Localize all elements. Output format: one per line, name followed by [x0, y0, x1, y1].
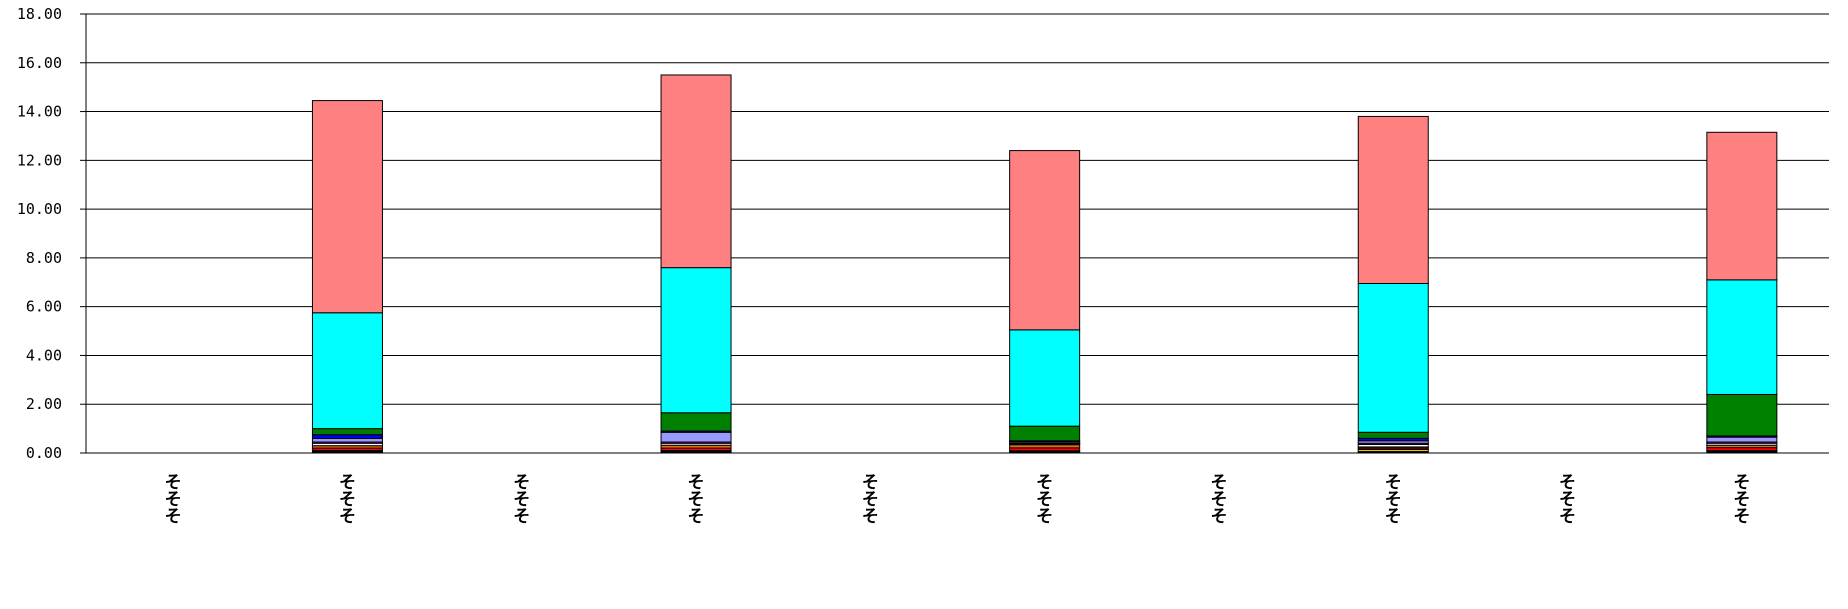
bar-segment-11	[1357, 115, 1429, 284]
x-tick-labels: そそそ そそそ そそそ そそそ そそそ そそそ そそそ そそそ そそそ そそそ	[165, 473, 1751, 527]
y-tick-label: 0.00	[26, 444, 62, 462]
y-tick-label: 10.00	[17, 200, 62, 218]
x-tick-label: そそそ	[513, 473, 530, 527]
y-tick-label: 6.00	[26, 298, 62, 316]
x-tick-label: そそそ	[1559, 473, 1576, 527]
bar-segment-11	[311, 100, 383, 314]
bar-segment-10	[311, 312, 383, 430]
bar-segment-8	[311, 434, 383, 439]
x-tick-label: そそそ	[339, 473, 356, 527]
y-tick-labels: 0.00 2.00 4.00 6.00 8.00 10.00 12.00 14.00 16.00…	[17, 5, 62, 462]
bar-segment-9	[1009, 425, 1081, 442]
y-tick-label: 8.00	[26, 249, 62, 267]
bar-segment-10	[1357, 282, 1429, 433]
y-tick-label: 18.00	[17, 5, 62, 23]
y-tick-label: 16.00	[17, 54, 62, 72]
y-tick-label: 14.00	[17, 103, 62, 121]
y-tick-label: 4.00	[26, 346, 62, 364]
bar-segment-10	[660, 267, 732, 414]
x-tick-label: そそそ	[688, 473, 705, 527]
axes	[80, 13, 87, 454]
x-tick-label: そそそ	[1036, 473, 1053, 527]
bar-segment-11	[660, 74, 732, 269]
bar-segment-10	[1009, 329, 1081, 427]
x-tick-label: そそそ	[165, 473, 182, 527]
bars	[311, 74, 1778, 454]
x-tick-label: そそそ	[862, 473, 879, 527]
bar-segment-11	[1706, 131, 1778, 281]
bar-segment-7	[660, 431, 732, 443]
bar-segment-7	[311, 437, 383, 443]
y-tick-label: 12.00	[17, 151, 62, 169]
y-tick-label: 2.00	[26, 395, 62, 413]
x-tick-label: そそそ	[1210, 473, 1227, 527]
bar-segment-9	[1357, 431, 1429, 439]
bar-segment-10	[1706, 279, 1778, 395]
bar-segment-9	[1706, 393, 1778, 437]
bar-segment-11	[1009, 150, 1081, 331]
bar-segment-9	[660, 412, 732, 432]
bar-segment-9	[311, 428, 383, 436]
x-tick-label: そそそ	[1733, 473, 1750, 527]
bar-segment-7	[1706, 436, 1778, 443]
x-tick-label: そそそ	[1385, 473, 1402, 527]
